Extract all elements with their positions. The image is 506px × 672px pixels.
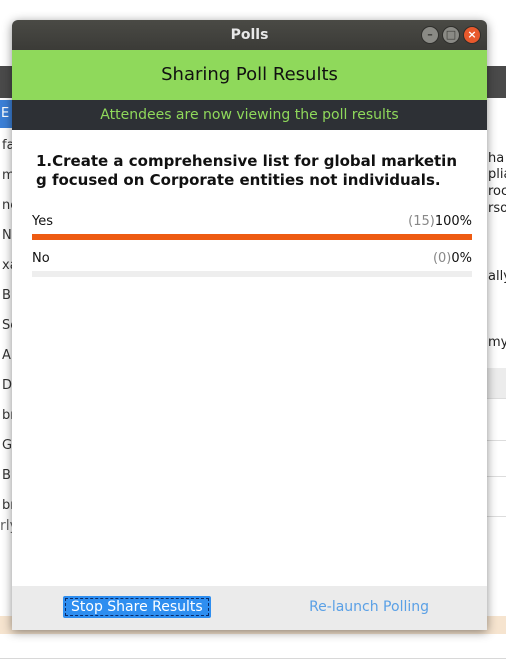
background-divider <box>0 658 506 659</box>
background-right-divider <box>487 440 506 441</box>
background-left-item[interactable]: D <box>2 378 13 393</box>
stop-share-results-button[interactable]: Stop Share Results <box>63 596 211 618</box>
polls-dialog: Polls – □ × Sharing Poll Results Attende… <box>12 20 487 630</box>
result-bar-track <box>32 234 472 240</box>
background-right-text: my <box>488 335 506 350</box>
background-right-text: roc <box>488 184 506 199</box>
answer-label: No <box>32 251 50 266</box>
background-left-item[interactable]: G <box>2 438 13 453</box>
background-right-row <box>487 368 506 398</box>
relaunch-polling-link[interactable]: Re-launch Polling <box>309 599 429 615</box>
answer-stats: (15)100% <box>408 214 472 229</box>
background-left-item[interactable]: m <box>2 168 15 183</box>
background-left-active-item[interactable]: E <box>0 100 15 128</box>
background-right-text: ha <box>488 151 505 166</box>
background-left-item[interactable]: fa <box>2 138 15 153</box>
close-icon[interactable]: × <box>463 26 481 44</box>
background-right-divider <box>487 476 506 477</box>
background-left-item[interactable]: B <box>2 468 11 483</box>
dialog-footer: Stop Share Results Re-launch Polling <box>12 586 487 630</box>
background-right-text: plia <box>488 167 506 182</box>
poll-question: 1.Create a comprehensive list for global… <box>36 152 458 189</box>
poll-results-panel: 1.Create a comprehensive list for global… <box>12 130 487 585</box>
answer-count: (0) <box>432 251 452 266</box>
result-bar-fill <box>32 234 472 240</box>
dialog-title: Polls <box>230 27 269 43</box>
background-right-text: ally <box>488 269 506 284</box>
maximize-icon[interactable]: □ <box>442 26 460 44</box>
dialog-titlebar[interactable]: Polls – □ × <box>12 20 487 50</box>
background-right-divider <box>487 516 506 517</box>
answer-percent: 0% <box>451 251 472 266</box>
background-left-item[interactable]: A <box>2 348 11 363</box>
background-right-divider <box>487 398 506 399</box>
background-right-text: rso <box>488 201 506 216</box>
answer-label: Yes <box>32 214 53 229</box>
sharing-header: Sharing Poll Results <box>12 50 487 100</box>
background-left-item[interactable]: B <box>2 288 11 303</box>
minimize-icon[interactable]: – <box>421 26 439 44</box>
background-left-item[interactable]: N <box>2 228 12 243</box>
answer-stats: (0)0% <box>433 251 472 266</box>
result-bar-track <box>32 271 472 277</box>
status-banner: Attendees are now viewing the poll resul… <box>12 100 487 130</box>
window-controls: – □ × <box>421 26 481 44</box>
answer-count: (15) <box>408 214 435 229</box>
answer-percent: 100% <box>434 214 472 229</box>
